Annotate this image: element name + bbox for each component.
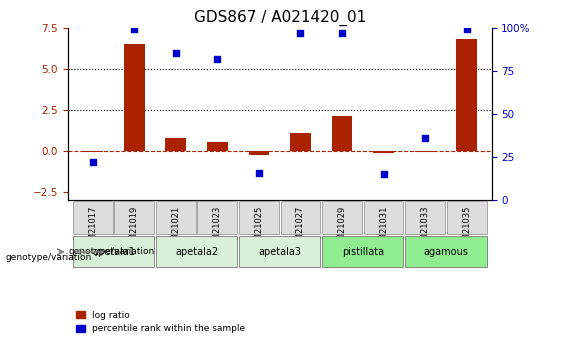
FancyBboxPatch shape xyxy=(156,201,195,234)
Bar xyxy=(124,44,145,151)
FancyBboxPatch shape xyxy=(156,236,237,267)
Text: GSM21025: GSM21025 xyxy=(254,205,263,250)
Text: GSM21017: GSM21017 xyxy=(88,205,97,251)
Text: GSM21033: GSM21033 xyxy=(420,205,429,251)
Bar xyxy=(415,151,436,152)
Bar xyxy=(249,151,270,155)
FancyBboxPatch shape xyxy=(405,236,486,267)
Point xyxy=(88,159,97,165)
Point xyxy=(213,56,222,61)
Title: GDS867 / A021420_01: GDS867 / A021420_01 xyxy=(194,10,366,26)
Legend: log ratio, percentile rank within the sample: log ratio, percentile rank within the sa… xyxy=(72,307,249,337)
FancyBboxPatch shape xyxy=(322,201,362,234)
Point xyxy=(337,30,346,36)
Bar xyxy=(290,133,311,151)
Text: GSM21027: GSM21027 xyxy=(296,205,305,251)
FancyBboxPatch shape xyxy=(239,201,279,234)
Text: apetala2: apetala2 xyxy=(175,247,218,257)
Text: GSM21023: GSM21023 xyxy=(213,205,222,251)
Text: apetala1: apetala1 xyxy=(92,247,135,257)
Text: GSM21019: GSM21019 xyxy=(130,205,139,250)
FancyBboxPatch shape xyxy=(73,236,154,267)
Text: genotype/variation: genotype/variation xyxy=(6,253,92,262)
Text: apetala3: apetala3 xyxy=(258,247,301,257)
Point xyxy=(462,27,471,32)
Point xyxy=(420,135,429,141)
Text: GSM21029: GSM21029 xyxy=(337,205,346,250)
Text: GSM21031: GSM21031 xyxy=(379,205,388,251)
Point xyxy=(254,170,263,175)
Bar xyxy=(207,142,228,151)
Text: pistillata: pistillata xyxy=(342,247,384,257)
Point xyxy=(171,51,180,56)
FancyBboxPatch shape xyxy=(197,201,237,234)
FancyBboxPatch shape xyxy=(364,201,403,234)
Point xyxy=(379,171,388,177)
Text: GSM21035: GSM21035 xyxy=(462,205,471,251)
FancyBboxPatch shape xyxy=(73,201,112,234)
FancyBboxPatch shape xyxy=(239,236,320,267)
FancyBboxPatch shape xyxy=(322,236,403,267)
Bar xyxy=(332,116,353,151)
Point xyxy=(130,27,139,32)
Bar xyxy=(457,39,477,151)
Point xyxy=(296,30,305,36)
Bar xyxy=(373,151,394,153)
Text: agamous: agamous xyxy=(423,247,468,257)
Text: GSM21021: GSM21021 xyxy=(171,205,180,250)
FancyBboxPatch shape xyxy=(447,201,486,234)
Bar xyxy=(166,138,186,151)
FancyBboxPatch shape xyxy=(280,201,320,234)
FancyBboxPatch shape xyxy=(405,201,445,234)
Bar xyxy=(82,151,103,152)
FancyBboxPatch shape xyxy=(114,201,154,234)
Text: genotype/variation: genotype/variation xyxy=(68,247,155,256)
